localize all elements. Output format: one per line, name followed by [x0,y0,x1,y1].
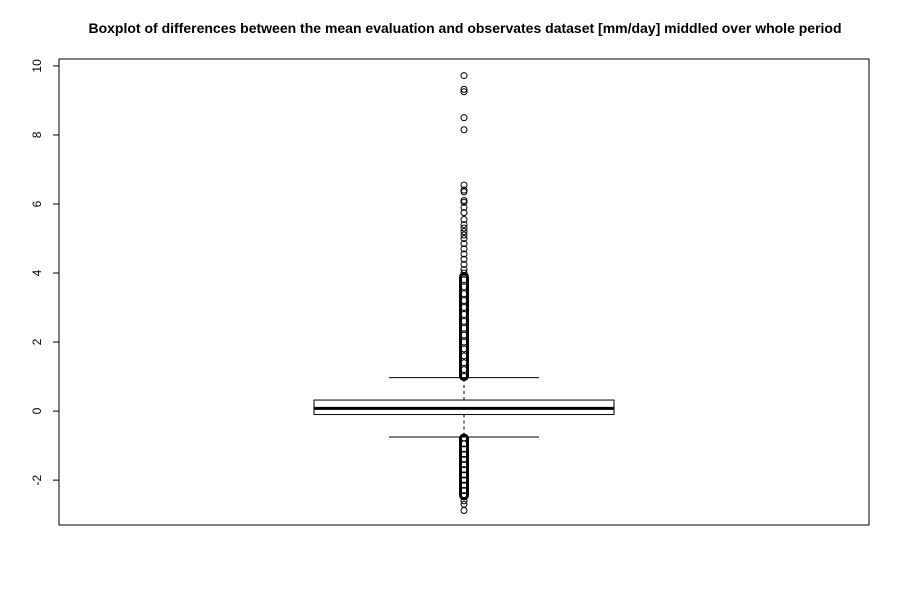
outlier-point [460,471,468,479]
outlier-point [460,466,468,474]
box-marks [313,72,615,515]
outlier-point [460,359,468,367]
outlier-point [460,317,468,325]
outlier-point [460,114,468,122]
outlier-point [460,283,468,291]
outlier-point [460,228,468,236]
outlier-point [460,497,468,505]
y-tick-label: 6 [30,200,44,207]
outlier-point [460,260,468,268]
outlier-point [460,186,468,194]
outlier-point [460,324,468,332]
y-tick-label: 2 [30,338,44,345]
y-tick-label: 4 [30,269,44,276]
outlier-point [460,297,468,305]
outlier-point [460,290,468,298]
y-tick-label: 0 [30,407,44,414]
outlier-point [460,476,468,484]
outlier-point [460,276,468,284]
outlier-point [460,352,468,360]
outlier-point [460,373,468,381]
outlier-point [460,338,468,346]
outlier-point [460,331,468,339]
outlier-point [460,221,468,229]
outlier-point [460,366,468,374]
outlier-point [460,486,468,494]
y-tick-label: -2 [30,474,44,485]
outlier-point [460,209,468,217]
outlier-point [460,126,468,134]
outlier-point [460,224,468,232]
outlier-point [460,304,468,312]
outlier-point [460,266,468,274]
outlier-point [460,250,468,258]
outlier-point [460,181,468,189]
outlier-point [460,461,468,469]
outlier-point [460,197,468,205]
outlier-point [460,88,468,96]
outlier-point [460,203,468,211]
outlier-point [460,255,468,263]
outlier-point [460,72,468,80]
outlier-point [460,216,468,224]
y-tick-label: 10 [30,59,44,73]
outlier-point [460,440,468,448]
chart-title: Boxplot of differences between the mean … [88,20,842,36]
outlier-point [460,450,468,458]
outlier-point [460,455,468,463]
outlier-point [460,345,468,353]
outlier-point [460,269,468,277]
outlier-point [460,234,468,242]
plot-frame [58,58,870,526]
outlier-point [460,481,468,489]
outlier-point [460,445,468,453]
y-axis: -2 0 2 4 6 8 10 [30,59,60,485]
outlier-point [460,310,468,318]
outlier-point [460,245,468,253]
outlier-point [460,240,468,248]
outlier-point [460,85,468,93]
y-tick-label: 8 [30,131,44,138]
outlier-point [460,507,468,515]
outlier-point [460,231,468,239]
outlier-point [460,492,468,500]
